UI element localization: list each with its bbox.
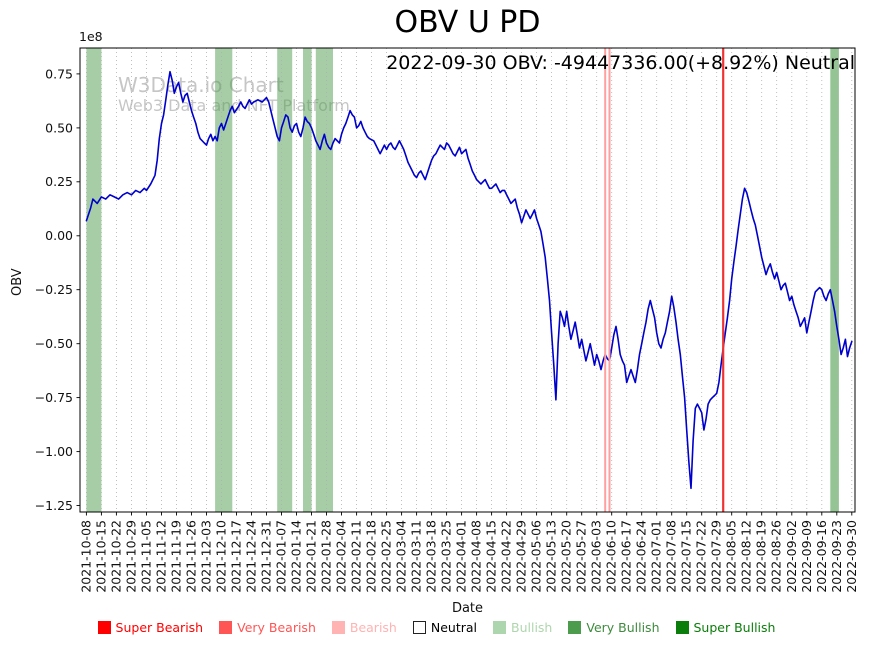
- x-tick-label: 2021-11-26: [184, 520, 199, 593]
- x-tick-label: 2021-12-17: [229, 520, 244, 593]
- x-tick-label: 2022-03-25: [439, 520, 454, 593]
- x-tick-label: 2021-11-12: [154, 520, 169, 593]
- x-tick-label: 2022-01-07: [274, 520, 289, 593]
- x-tick-label: 2022-01-28: [319, 520, 334, 593]
- legend-item-bearish: Bearish: [331, 620, 397, 635]
- legend-label-very-bearish: Very Bearish: [237, 620, 316, 635]
- x-tick-label: 2021-12-31: [259, 520, 274, 593]
- legend-item-super-bearish: Super Bearish: [97, 620, 204, 635]
- plot-frame: [79, 47, 856, 513]
- x-tick-label: 2021-10-08: [78, 520, 93, 593]
- y-tick-label: −1.00: [35, 444, 73, 459]
- legend-swatch-very-bearish: [219, 621, 233, 634]
- signal-band: [830, 48, 839, 512]
- x-axis-title: Date: [451, 601, 484, 616]
- y-tick-label: 0.00: [45, 228, 73, 243]
- x-tick-label: 2022-02-25: [379, 520, 394, 593]
- legend-swatch-bullish: [493, 621, 506, 634]
- signal-band: [215, 48, 233, 512]
- x-tick-label: 2022-07-01: [649, 520, 664, 593]
- watermark-line-1: W3Data.io Chart: [118, 73, 284, 97]
- x-tick-label: 2022-05-27: [574, 520, 589, 593]
- signal-band: [277, 48, 293, 512]
- x-tick-label: 2022-02-11: [349, 520, 364, 593]
- x-tick-label: 2022-07-08: [664, 520, 679, 593]
- x-tick-label: 2022-06-10: [604, 520, 619, 593]
- signal-band: [315, 48, 333, 512]
- x-tick-label: 2021-12-10: [214, 520, 229, 593]
- legend-swatch-neutral: [412, 621, 426, 634]
- x-tick-label: 2021-12-03: [199, 520, 214, 593]
- signal-band: [86, 48, 102, 512]
- chart-title: OBV U PD: [394, 5, 541, 40]
- x-tick-label: 2022-02-18: [364, 520, 379, 593]
- legend-swatch-super-bullish: [675, 621, 689, 634]
- x-tick-label: 2022-04-22: [499, 520, 514, 593]
- x-tick-label: 2022-05-06: [529, 520, 544, 593]
- y-tick-label: 0.75: [45, 66, 73, 81]
- x-tick-label: 2022-07-29: [709, 520, 724, 593]
- y-tick-label: −0.50: [35, 336, 73, 351]
- y-tick-label: −0.25: [35, 282, 73, 297]
- x-tick-label: 2022-05-20: [559, 520, 574, 593]
- x-tick-label: 2021-10-22: [108, 520, 123, 593]
- x-tick-label: 2022-06-17: [619, 520, 634, 593]
- y-tick-label: −0.75: [35, 390, 73, 405]
- x-tick-label: 2022-07-22: [694, 520, 709, 593]
- x-tick-label: 2022-04-15: [484, 520, 499, 593]
- y-axis-title: OBV: [10, 268, 25, 296]
- legend-swatch-super-bearish: [97, 621, 111, 634]
- x-tick-label: 2022-08-26: [769, 520, 784, 593]
- x-tick-label: 2022-08-05: [724, 520, 739, 593]
- legend-item-bullish: Bullish: [493, 620, 552, 635]
- x-tick-label: 2022-06-24: [634, 520, 649, 593]
- signal-band: [303, 48, 312, 512]
- legend-swatch-bearish: [331, 621, 345, 634]
- legend: Super Bearish Very Bearish Bearish Neutral B…: [0, 620, 873, 635]
- x-tick-label: 2022-09-09: [799, 520, 814, 593]
- x-tick-label: 2021-11-19: [169, 520, 184, 593]
- x-tick-label: 2022-04-01: [454, 520, 469, 593]
- x-tick-label: 2021-12-24: [244, 520, 259, 593]
- legend-item-very-bullish: Very Bullish: [568, 620, 660, 635]
- x-tick-label: 2022-01-21: [304, 520, 319, 593]
- legend-label-very-bullish: Very Bullish: [586, 620, 660, 635]
- y-axis-offset-label: 1e8: [79, 29, 103, 44]
- legend-item-super-bullish: Super Bullish: [675, 620, 776, 635]
- x-tick-label: 2022-09-23: [829, 520, 844, 593]
- legend-label-super-bullish: Super Bullish: [693, 620, 776, 635]
- x-tick-label: 2022-03-18: [424, 520, 439, 593]
- x-tick-label: 2021-10-15: [93, 520, 108, 593]
- legend-label-super-bearish: Super Bearish: [115, 620, 204, 635]
- x-tick-label: 2022-09-16: [814, 520, 829, 593]
- legend-label-bearish: Bearish: [349, 620, 397, 635]
- x-tick-label: 2021-10-29: [124, 520, 139, 593]
- y-tick-label: 0.25: [45, 174, 73, 189]
- x-tick-label: 2022-03-11: [409, 520, 424, 593]
- legend-label-neutral: Neutral: [430, 620, 477, 635]
- x-tick-label: 2022-08-12: [739, 520, 754, 593]
- obv-annotation: 2022-09-30 OBV: -49447336.00(+8.92%) Neu…: [386, 52, 855, 74]
- legend-label-bullish: Bullish: [511, 620, 553, 635]
- x-tick-label: 2022-09-30: [844, 520, 859, 593]
- y-tick-label: −1.25: [35, 498, 73, 513]
- x-tick-label: 2022-01-14: [289, 520, 304, 593]
- x-tick-label: 2022-05-13: [544, 520, 559, 593]
- x-tick-label: 2022-09-02: [784, 520, 799, 593]
- obv-line: [85, 70, 853, 490]
- legend-item-neutral: Neutral: [412, 620, 477, 635]
- x-tick-label: 2022-06-03: [589, 520, 604, 593]
- x-tick-label: 2022-08-19: [754, 520, 769, 593]
- legend-swatch-very-bullish: [568, 621, 582, 634]
- x-tick-label: 2022-02-04: [334, 520, 349, 593]
- y-tick-label: 0.50: [45, 120, 73, 135]
- x-tick-label: 2021-11-05: [139, 520, 154, 593]
- x-tick-label: 2022-03-04: [394, 520, 409, 593]
- legend-item-very-bearish: Very Bearish: [219, 620, 316, 635]
- x-tick-label: 2022-04-08: [469, 520, 484, 593]
- x-tick-label: 2022-07-15: [679, 520, 694, 593]
- x-tick-label: 2022-04-29: [514, 520, 529, 593]
